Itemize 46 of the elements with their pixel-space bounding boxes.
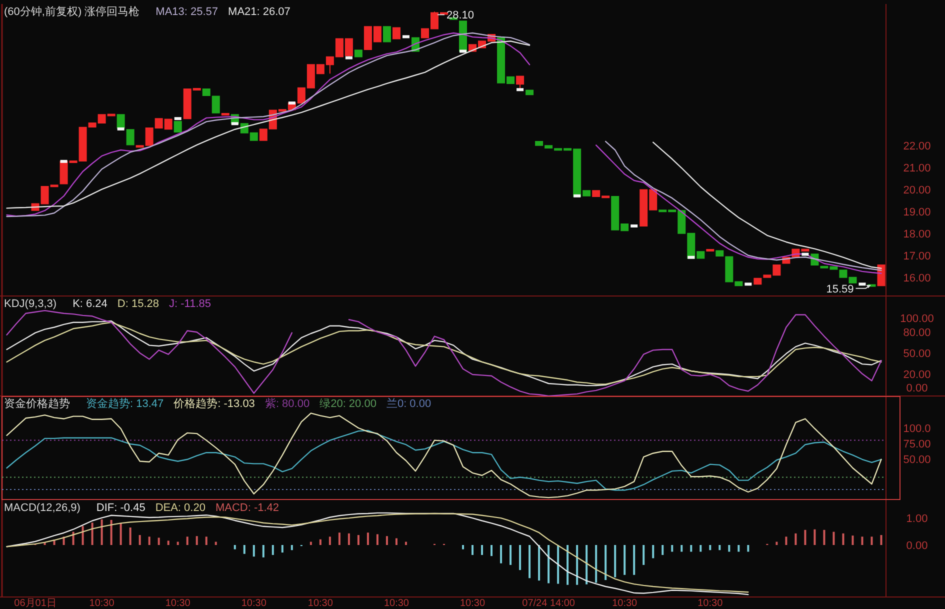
y-tick-label: 16.00 [903, 272, 931, 284]
ref-line-label: 绿20: 20.00 [320, 398, 376, 410]
chart-title: KDJ(9,3,3) [4, 298, 57, 310]
text: MA13: 25.57 [156, 6, 218, 18]
y-tick-label: 75.00 [903, 438, 931, 450]
y-tick-label: 80.00 [903, 327, 931, 340]
y-tick-label: 22.00 [903, 140, 931, 153]
chart-title: (60分钟,前复权) 涨停回马枪 [4, 6, 140, 18]
series-label: DIF: -0.45 [96, 502, 146, 514]
series-label: D: 15.28 [117, 298, 160, 310]
y-tick-label: 21.00 [903, 162, 931, 175]
x-tick-label: 10:30 [89, 598, 115, 609]
y-tick-label: 0.00 [906, 382, 928, 395]
ref-line-label: 紫: 80.00 [264, 397, 310, 410]
annotation: 15.59 [826, 283, 854, 296]
y-tick-label: 20.00 [903, 184, 931, 197]
text: 资金趋势: 13.47 [86, 397, 164, 410]
y-tick-label: 17.00 [903, 250, 931, 262]
x-tick-label: 10:30 [165, 598, 191, 609]
x-tick-label: 07/24 14:00 [522, 598, 576, 609]
chart-title: MACD(12,26,9) [4, 502, 80, 514]
y-tick-label: 19.00 [903, 206, 931, 218]
series-label: K: 6.24 [72, 298, 108, 310]
x-tick-label: 10:30 [308, 598, 334, 609]
y-tick-label: 100.0 [903, 423, 931, 435]
x-tick-label: 06月01日 [14, 598, 56, 609]
x-tick-label: 10:30 [460, 598, 486, 609]
y-tick-label: 18.00 [903, 228, 931, 240]
y-tick-label: 50.00 [903, 454, 931, 466]
x-tick-label: 10:30 [698, 598, 724, 609]
text: MA21: 26.07 [228, 6, 290, 18]
text: MACD: -1.42 [215, 502, 280, 514]
x-tick-label: 10:30 [384, 598, 410, 609]
chart-title: 资金价格趋势 [4, 397, 70, 410]
y-tick-label: 0.00 [906, 540, 928, 552]
ref-line-label: 兰0: 0.00 [386, 397, 432, 410]
y-tick-label: 20.00 [903, 368, 931, 381]
x-tick-label: 10:30 [241, 598, 267, 609]
text: 价格趋势: -13.03 [172, 397, 255, 410]
x-tick-label: 10:30 [612, 598, 638, 609]
annotation: 28.10 [446, 10, 474, 22]
text: J: -11.85 [169, 298, 212, 310]
y-tick-label: 1.00 [906, 513, 928, 526]
series-label: DEA: 0.20 [155, 502, 206, 514]
y-tick-label: 50.00 [903, 348, 931, 360]
y-tick-label: 100.00 [900, 313, 934, 326]
